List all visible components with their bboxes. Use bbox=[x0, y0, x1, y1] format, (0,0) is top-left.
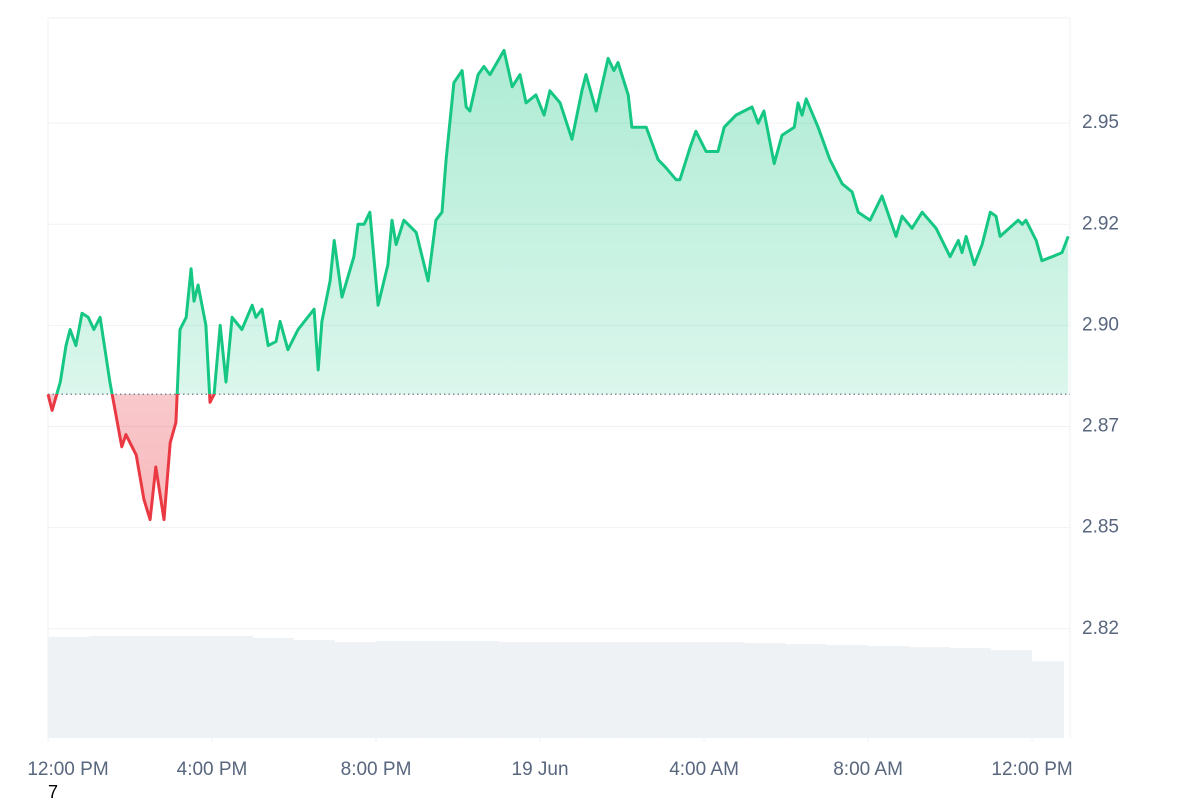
volume-bar bbox=[294, 640, 336, 738]
volume-bar bbox=[335, 642, 377, 738]
x-tick-label: 4:00 AM bbox=[669, 759, 739, 780]
x-tick-label: 8:00 PM bbox=[341, 759, 412, 780]
volume-bar bbox=[253, 638, 295, 738]
volume-bar bbox=[499, 642, 541, 738]
x-tick-label: 12:00 PM bbox=[27, 759, 108, 780]
volume-bar bbox=[376, 641, 418, 738]
volume-bar bbox=[991, 650, 1033, 738]
y-tick-label: 2.82 bbox=[1082, 618, 1119, 639]
y-tick-label: 2.87 bbox=[1082, 416, 1119, 437]
y-tick-label: 2.95 bbox=[1082, 112, 1119, 133]
volume-bar bbox=[909, 647, 951, 738]
y-tick-label: 2.85 bbox=[1082, 517, 1119, 538]
volume-bar bbox=[458, 641, 500, 738]
volume-bar bbox=[786, 644, 828, 738]
volume-bar bbox=[868, 646, 910, 738]
y-tick-label: 2.92 bbox=[1082, 213, 1119, 234]
volume-bar bbox=[417, 641, 459, 738]
volume-bar bbox=[663, 642, 705, 738]
volume-bar bbox=[130, 636, 172, 738]
volume-bar bbox=[950, 648, 992, 738]
volume-bar bbox=[171, 636, 213, 738]
volume-bar bbox=[212, 636, 254, 738]
volume-bar bbox=[89, 636, 131, 738]
y-tick-label: 2.90 bbox=[1082, 314, 1119, 335]
x-tick-label: 19 Jun bbox=[512, 759, 569, 780]
volume-bar bbox=[48, 637, 90, 738]
volume-bar bbox=[581, 642, 623, 738]
x-tick-label: 12:00 PM bbox=[991, 759, 1072, 780]
volume-bar bbox=[745, 643, 787, 738]
volume-bar bbox=[827, 645, 869, 738]
x-tick-label: 8:00 AM bbox=[833, 759, 903, 780]
volume-bar bbox=[540, 642, 582, 738]
x-tick-label: 4:00 PM bbox=[177, 759, 248, 780]
volume-bar bbox=[622, 642, 664, 738]
footnote: 7 bbox=[48, 782, 58, 800]
area-up bbox=[56, 50, 1069, 395]
volume-bar bbox=[1032, 661, 1064, 738]
price-line-up bbox=[48, 48, 1070, 395]
volume-bar bbox=[704, 642, 746, 738]
